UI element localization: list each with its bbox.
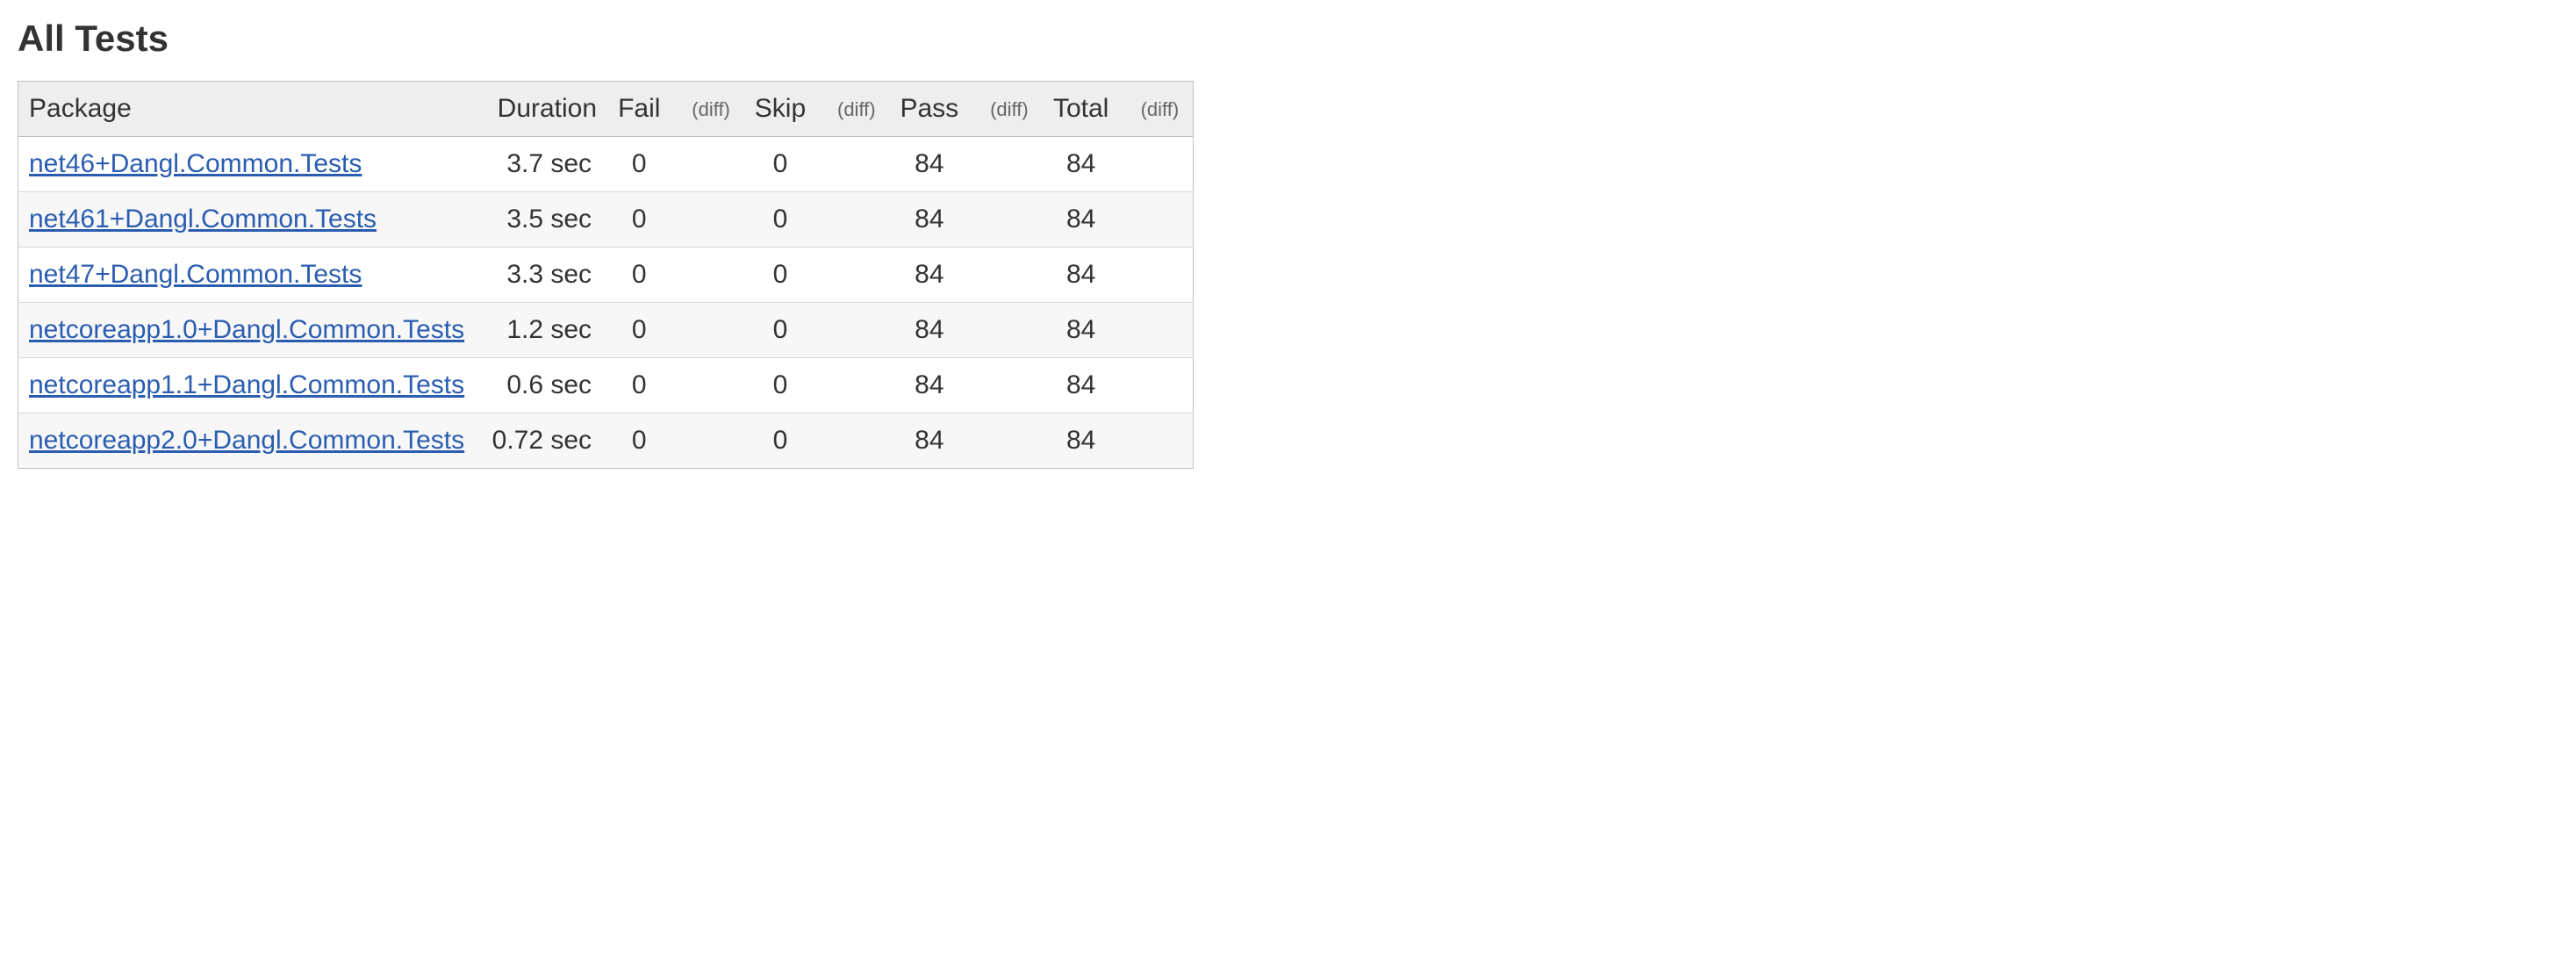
cell-skip: 0 [744,358,816,413]
table-row: netcoreapp1.0+Dangl.Common.Tests1.2 sec0… [18,303,1194,358]
col-header-fail-diff: (diff) [692,98,730,120]
cell-skip: 0 [744,413,816,469]
cell-fail: 0 [607,358,671,413]
cell-fail-diff [671,303,743,358]
cell-pass: 84 [889,137,969,192]
cell-fail: 0 [607,413,671,469]
table-row: net461+Dangl.Common.Tests3.5 sec008484 [18,192,1194,248]
cell-duration: 1.2 sec [475,303,607,358]
package-link[interactable]: netcoreapp2.0+Dangl.Common.Tests [29,426,464,455]
cell-duration: 0.72 sec [475,413,607,469]
col-header-package[interactable]: Package [18,82,476,137]
cell-fail: 0 [607,192,671,248]
cell-duration: 3.3 sec [475,248,607,303]
cell-pass-diff [969,413,1042,469]
table-row: net46+Dangl.Common.Tests3.7 sec008484 [18,137,1194,192]
cell-skip: 0 [744,303,816,358]
cell-duration: 0.6 sec [475,358,607,413]
cell-pass: 84 [889,303,969,358]
package-link[interactable]: net47+Dangl.Common.Tests [29,260,362,289]
package-link[interactable]: netcoreapp1.0+Dangl.Common.Tests [29,315,464,344]
col-header-pass[interactable]: Pass [889,82,969,137]
tests-table: Package Duration Fail (diff) Skip (diff)… [18,81,1194,469]
cell-total: 84 [1043,358,1120,413]
cell-skip-diff [816,137,889,192]
col-header-total[interactable]: Total [1043,82,1120,137]
col-header-fail[interactable]: Fail [607,82,671,137]
cell-skip-diff [816,192,889,248]
cell-total: 84 [1043,137,1120,192]
cell-total-diff [1120,248,1194,303]
cell-fail-diff [671,358,743,413]
cell-fail-diff [671,248,743,303]
cell-fail-diff [671,413,743,469]
cell-duration: 3.5 sec [475,192,607,248]
cell-skip-diff [816,248,889,303]
cell-pass: 84 [889,248,969,303]
table-row: netcoreapp2.0+Dangl.Common.Tests 0.72 sec… [18,413,1194,469]
cell-skip-diff [816,413,889,469]
page-title: All Tests [18,18,2558,60]
col-header-pass-diff: (diff) [990,98,1029,120]
col-header-total-diff: (diff) [1141,98,1180,120]
cell-skip-diff [816,358,889,413]
cell-fail-diff [671,192,743,248]
cell-fail-diff [671,137,743,192]
cell-total-diff [1120,358,1194,413]
table-header-row: Package Duration Fail (diff) Skip (diff)… [18,82,1194,137]
cell-fail: 0 [607,303,671,358]
cell-skip: 0 [744,248,816,303]
package-link[interactable]: net461+Dangl.Common.Tests [29,205,377,234]
cell-skip: 0 [744,192,816,248]
cell-duration: 3.7 sec [475,137,607,192]
cell-total: 84 [1043,413,1120,469]
cell-pass-diff [969,248,1042,303]
package-link[interactable]: net46+Dangl.Common.Tests [29,149,362,178]
col-header-skip[interactable]: Skip [744,82,816,137]
cell-total-diff [1120,192,1194,248]
cell-total-diff [1120,137,1194,192]
table-row: netcoreapp1.1+Dangl.Common.Tests0.6 sec0… [18,358,1194,413]
table-row: net47+Dangl.Common.Tests3.3 sec008484 [18,248,1194,303]
cell-total: 84 [1043,248,1120,303]
col-header-skip-diff: (diff) [837,98,876,120]
cell-pass: 84 [889,413,969,469]
cell-fail: 0 [607,137,671,192]
cell-total-diff [1120,303,1194,358]
package-link[interactable]: netcoreapp1.1+Dangl.Common.Tests [29,370,464,399]
cell-skip-diff [816,303,889,358]
cell-pass-diff [969,192,1042,248]
cell-fail: 0 [607,248,671,303]
cell-pass: 84 [889,358,969,413]
cell-pass-diff [969,358,1042,413]
cell-pass-diff [969,303,1042,358]
cell-total-diff [1120,413,1194,469]
cell-pass-diff [969,137,1042,192]
cell-total: 84 [1043,192,1120,248]
cell-pass: 84 [889,192,969,248]
cell-total: 84 [1043,303,1120,358]
col-header-duration[interactable]: Duration [475,82,607,137]
cell-skip: 0 [744,137,816,192]
